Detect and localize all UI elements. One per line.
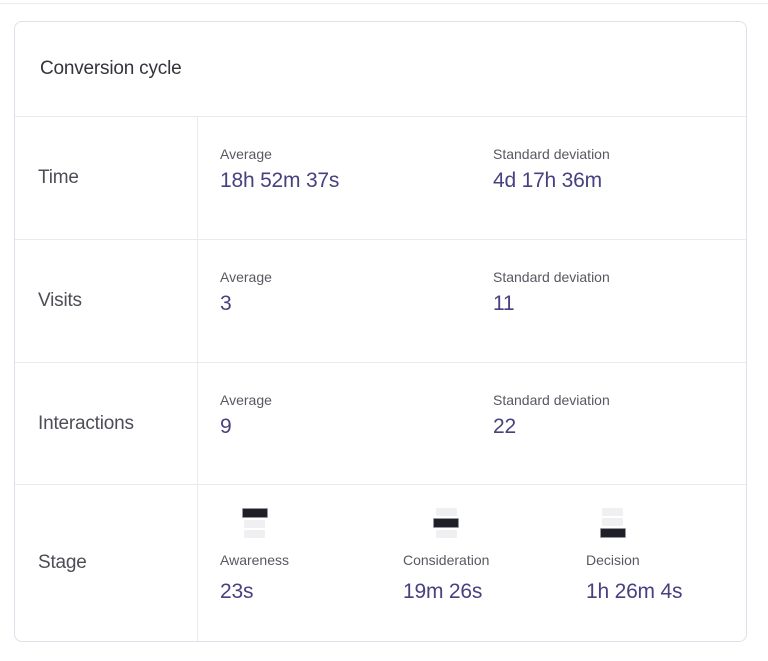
conversion-cycle-card: Conversion cycle Time Average 18h 52m 37… — [14, 21, 747, 642]
metric-label: Average — [220, 392, 272, 408]
row-label-interactions: Interactions — [15, 363, 198, 484]
table-row-time: Time Average 18h 52m 37s Standard deviat… — [15, 117, 746, 240]
metric-time-average: Average 18h 52m 37s — [220, 146, 493, 239]
stage-head: Decision — [586, 507, 640, 568]
row-content-visits: Average 3 Standard deviation 11 — [198, 240, 746, 362]
metric-label: Standard deviation — [493, 392, 610, 408]
stage-head: Consideration — [403, 507, 489, 568]
table-row-interactions: Interactions Average 9 Standard deviatio… — [15, 363, 746, 485]
metric-visits-average: Average 3 — [220, 269, 493, 362]
metric-value: 4d 17h 36m — [493, 169, 602, 192]
funnel-bar-active — [599, 528, 626, 538]
stage-consideration: Consideration 19m 26s — [403, 507, 586, 641]
funnel-stage-icon — [433, 507, 460, 539]
metric-label: Standard deviation — [493, 269, 610, 285]
card-title: Conversion cycle — [40, 58, 182, 79]
funnel-bar — [435, 530, 457, 538]
metric-interactions-average: Average 9 — [220, 392, 493, 484]
row-content-time: Average 18h 52m 37s Standard deviation 4… — [198, 117, 746, 239]
metric-value: 11 — [493, 292, 515, 315]
funnel-bar-active — [241, 508, 268, 518]
metric-label: Average — [220, 146, 272, 162]
metric-value: 9 — [220, 415, 232, 438]
metric-visits-stddev: Standard deviation 11 — [493, 269, 746, 362]
stage-head: Awareness — [220, 507, 289, 568]
metric-value: 22 — [493, 415, 516, 438]
funnel-bar — [244, 520, 265, 528]
metric-value: 18h 52m 37s — [220, 169, 340, 192]
stage-label: Consideration — [403, 552, 490, 568]
metric-label: Standard deviation — [493, 146, 610, 162]
row-label-stage: Stage — [15, 485, 198, 641]
funnel-bar — [602, 508, 624, 516]
funnel-bar — [244, 530, 265, 538]
table-row-visits: Visits Average 3 Standard deviation 11 — [15, 240, 746, 363]
table-row-stage: Stage Awareness 23s Consideration 19m 26… — [15, 485, 746, 641]
metric-value: 3 — [220, 292, 232, 315]
stage-awareness: Awareness 23s — [220, 507, 403, 641]
funnel-bar — [435, 508, 457, 516]
metric-label: Average — [220, 269, 272, 285]
stage-label: Decision — [586, 552, 640, 568]
card-header: Conversion cycle — [15, 22, 746, 117]
stage-decision: Decision 1h 26m 4s — [586, 507, 746, 641]
stage-value: 19m 26s — [403, 580, 483, 603]
row-label-time: Time — [15, 117, 198, 239]
row-content-stage: Awareness 23s Consideration 19m 26s Deci… — [198, 485, 746, 641]
stage-value: 23s — [220, 580, 254, 603]
metric-time-stddev: Standard deviation 4d 17h 36m — [493, 146, 746, 239]
top-divider — [0, 3, 768, 4]
funnel-bar — [602, 518, 624, 526]
funnel-stage-icon — [241, 507, 268, 539]
row-label-visits: Visits — [15, 240, 198, 362]
funnel-stage-icon — [599, 507, 626, 539]
stage-label: Awareness — [220, 552, 290, 568]
funnel-bar-active — [433, 518, 460, 528]
stage-value: 1h 26m 4s — [586, 580, 683, 603]
row-content-interactions: Average 9 Standard deviation 22 — [198, 363, 746, 484]
metric-interactions-stddev: Standard deviation 22 — [493, 392, 746, 484]
